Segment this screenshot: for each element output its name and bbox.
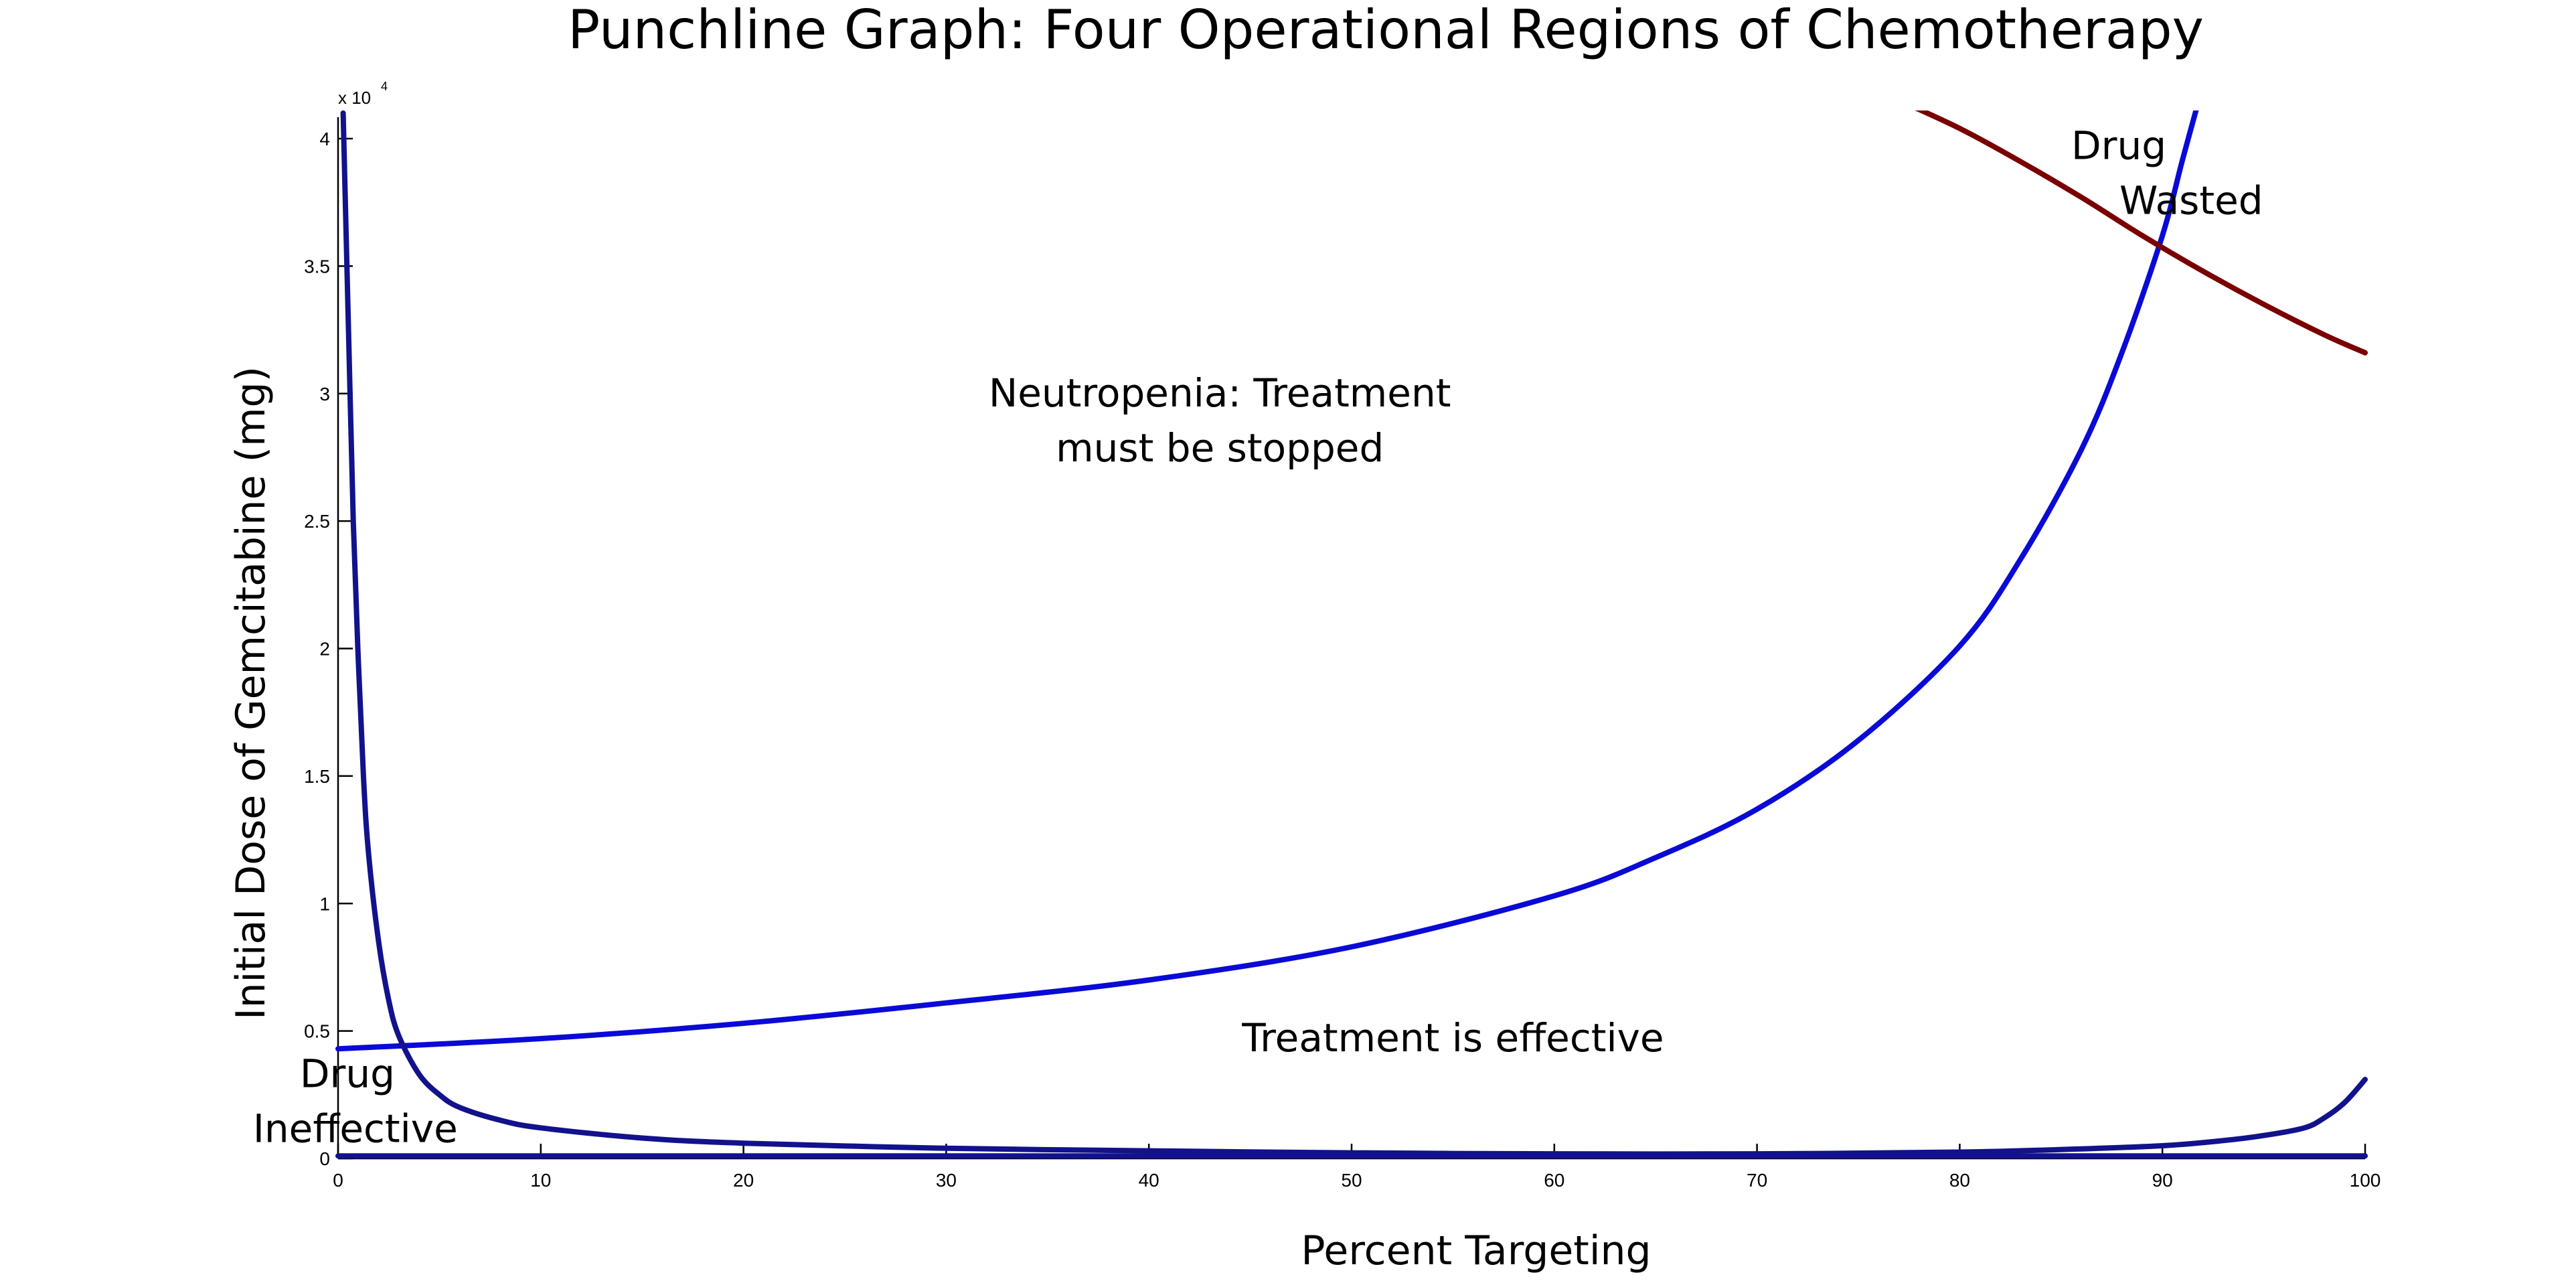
y-tick-label: 2.5 [304, 511, 330, 532]
annotation-2-line-1: Drug [2071, 123, 2166, 168]
annotation-3-line-1: Treatment is effective [1241, 1015, 1664, 1061]
y-tick-label: 2 [319, 639, 330, 660]
series-line-2 [1915, 110, 2368, 356]
annotation-1-line-2: must be stopped [1056, 425, 1384, 471]
chart-title: Punchline Graph: Four Operational Region… [568, 0, 2204, 61]
y-axis-label: Initial Dose of Gemcitabine (mg) [228, 366, 274, 1020]
series-line-1 [335, 110, 2199, 1052]
y-tick-label: 0 [319, 1148, 330, 1169]
x-tick-label: 60 [1544, 1170, 1564, 1191]
x-tick-label: 20 [733, 1170, 754, 1191]
y-tick-label: 1 [319, 893, 330, 914]
x-tick-label: 90 [2152, 1170, 2173, 1191]
x-tick-label: 40 [1139, 1170, 1159, 1191]
x-tick-label: 100 [2350, 1170, 2381, 1191]
x-tick-label: 0 [333, 1170, 343, 1191]
annotation-2-line-2: Wasted [2119, 177, 2263, 223]
x-tick-label: 50 [1341, 1170, 1362, 1191]
y-tick-label: 0.5 [304, 1021, 330, 1042]
series-line-3 [340, 110, 2368, 1157]
x-axis-label: Percent Targeting [1301, 1227, 1651, 1274]
x-tick-label: 10 [530, 1170, 551, 1191]
annotation-4-line-2: Ineffective [253, 1106, 458, 1151]
plot-area: 0 10 20 30 40 50 60 70 80 90 10000.511.522.533.54x… [253, 80, 2381, 1191]
y-tick-label: 3.5 [304, 256, 330, 277]
y-tick-label: 1.5 [304, 766, 330, 787]
y-tick-label: 3 [319, 384, 330, 404]
annotation-4-line-1: Drug [300, 1051, 395, 1096]
y-tick-label: 4 [319, 129, 330, 149]
x-tick-label: 80 [1949, 1170, 1970, 1191]
y-exponent-label: x 10 [338, 88, 371, 108]
x-tick-label: 70 [1747, 1170, 1767, 1191]
annotation-1-line-1: Neutropenia: Treatment [989, 370, 1451, 416]
y-exponent-power: 4 [381, 80, 388, 93]
x-tick-label: 30 [936, 1170, 957, 1191]
